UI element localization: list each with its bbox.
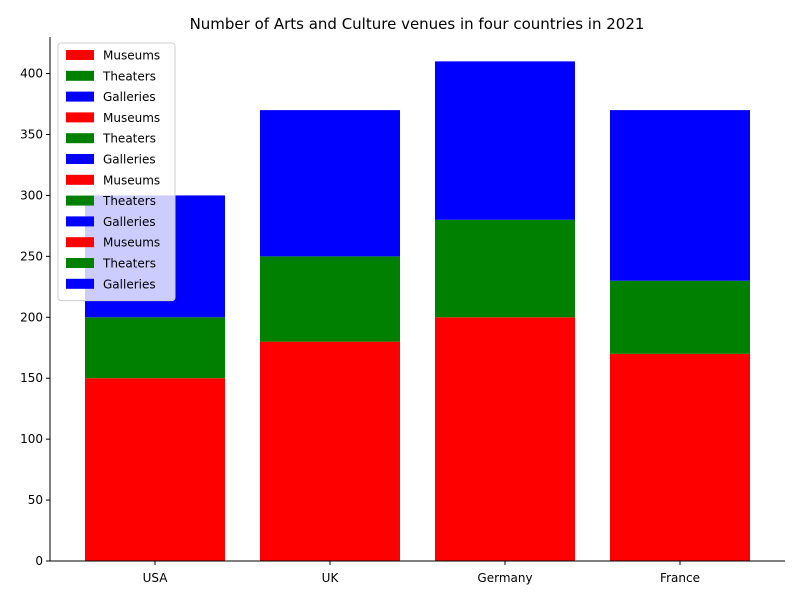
bar-galleries-uk: [260, 110, 400, 257]
legend-swatch-galleries: [66, 91, 94, 102]
legend-swatch-galleries: [66, 278, 94, 289]
legend-label-galleries: Galleries: [103, 153, 156, 167]
legend-label-galleries: Galleries: [103, 215, 156, 229]
legend-swatch-theaters: [66, 133, 94, 144]
legend-label-theaters: Theaters: [102, 257, 156, 271]
legend-label-theaters: Theaters: [102, 194, 156, 208]
y-tick-label: 50: [28, 493, 43, 507]
x-tick-label: France: [660, 571, 700, 585]
legend-swatch-museums: [66, 174, 94, 185]
bar-theaters-germany: [435, 219, 575, 318]
y-tick-label: 0: [35, 554, 43, 568]
bar-theaters-france: [610, 280, 750, 354]
bar-museums-usa: [85, 378, 225, 561]
bar-museums-uk: [260, 341, 400, 561]
legend: Museums Theaters Galleries Museums Theaters G…: [57, 42, 176, 302]
bar-museums-france: [610, 353, 750, 561]
y-tick-label: 150: [20, 371, 43, 385]
legend-swatch-museums: [66, 50, 94, 60]
legend-swatch-theaters: [66, 195, 94, 206]
legend-swatch-galleries: [66, 154, 94, 164]
x-tick-label: USA: [143, 571, 169, 585]
legend-swatch-museums: [66, 112, 94, 123]
bar-theaters-usa: [85, 317, 225, 379]
y-tick-label: 400: [20, 67, 43, 81]
axes-group: 0 50 100 150 200 250 300 350 400 USA UK Germany Fran…: [20, 37, 785, 585]
y-tick-label: 250: [20, 249, 43, 263]
x-tick-label: Germany: [477, 571, 532, 585]
x-tick-label: UK: [322, 571, 340, 585]
legend-label-museums: Museums: [103, 236, 160, 250]
legend-frame: [57, 42, 176, 302]
legend-label-galleries: Galleries: [103, 90, 156, 104]
legend-swatch-theaters: [66, 70, 94, 81]
y-tick-label: 100: [20, 432, 43, 446]
legend-swatch-theaters: [66, 258, 94, 268]
legend-label-museums: Museums: [103, 49, 160, 63]
legend-label-theaters: Theaters: [102, 132, 156, 146]
legend-swatch-museums: [66, 237, 94, 248]
y-tick-label: 350: [20, 127, 43, 141]
legend-label-museums: Museums: [103, 173, 160, 187]
legend-label-galleries: Galleries: [103, 277, 156, 291]
bar-museums-germany: [435, 317, 575, 561]
legend-label-theaters: Theaters: [102, 69, 156, 83]
bar-theaters-uk: [260, 256, 400, 342]
bars-group: [85, 61, 750, 561]
y-tick-label: 200: [20, 310, 43, 324]
chart-title: Number of Arts and Culture venues in fou…: [190, 15, 645, 33]
bar-galleries-germany: [435, 61, 575, 220]
bar-galleries-france: [610, 110, 750, 281]
legend-label-museums: Museums: [103, 111, 160, 125]
legend-swatch-galleries: [66, 216, 94, 227]
y-tick-label: 300: [20, 188, 43, 202]
